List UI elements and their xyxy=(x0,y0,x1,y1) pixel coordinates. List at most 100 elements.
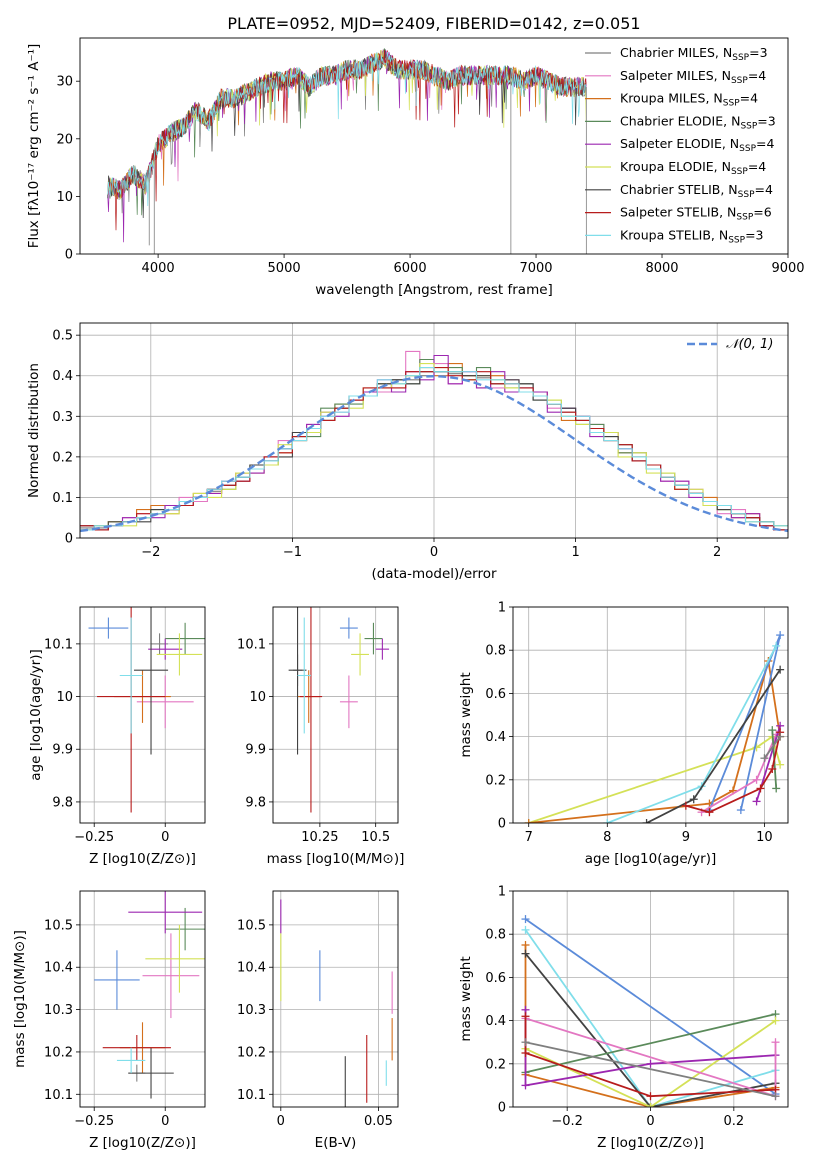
legend-entry: Chabrier ELODIE, NSSP=3 xyxy=(620,113,776,131)
plus-marker xyxy=(521,1012,530,1021)
y-tick-label: 30 xyxy=(56,75,73,90)
errorbar-point xyxy=(94,950,140,1010)
plus-marker xyxy=(752,775,761,784)
panel-residual-hist: 𝒩(0, 1) −2 −1 0 1 2 0 0.1 0.2 0.3 0.4 0.5 (data-mode… xyxy=(26,322,789,582)
hist-series-kroupa-elodie xyxy=(80,363,788,531)
axes-frame xyxy=(79,606,206,824)
plus-marker xyxy=(752,797,761,806)
x-tick-label: 0 xyxy=(161,830,169,845)
y-tick-label: 10 xyxy=(249,690,266,705)
legend-entry: Kroupa MILES, NSSP=4 xyxy=(620,91,758,109)
errorbar-point xyxy=(297,617,311,734)
y-axis-label: mass [log10(M/M⊙)] xyxy=(12,930,28,1068)
legend-entry: Chabrier MILES, NSSP=3 xyxy=(620,45,768,63)
plus-marker xyxy=(521,1049,530,1057)
y-tick-label: 0.6 xyxy=(485,971,506,986)
weight-line-salpeter-stelib xyxy=(524,1016,776,1098)
weight-line-kroupa-miles xyxy=(528,660,781,823)
spectrum-legend: Chabrier MILES, NSSP=3 Salpeter MILES, NS… xyxy=(585,45,776,245)
errorbar-point xyxy=(128,891,203,934)
y-axis-label: mass weight xyxy=(458,956,474,1041)
plus-marker xyxy=(736,806,745,815)
axes-frame xyxy=(272,606,399,824)
y-tick-label: 1 xyxy=(498,601,506,616)
x-tick-label: 2 xyxy=(713,545,721,560)
errorbar-point xyxy=(299,607,323,813)
plus-marker xyxy=(776,631,785,640)
errorbar-point xyxy=(142,933,200,1019)
x-tick-label: 4000 xyxy=(142,261,175,276)
plus-marker xyxy=(646,1059,655,1068)
legend-entry: Kroupa ELODIE, NSSP=4 xyxy=(620,159,766,177)
errorbar-point xyxy=(116,1047,146,1074)
errorbar-point xyxy=(339,675,358,729)
y-tick-label: 9.9 xyxy=(52,743,73,758)
y-axis-label: age [log10(age/yr)] xyxy=(28,649,44,781)
plus-marker xyxy=(776,665,785,674)
plus-marker xyxy=(771,1016,780,1025)
errorbar-point xyxy=(156,633,203,676)
plot-area xyxy=(88,607,205,813)
plus-marker xyxy=(521,1038,530,1047)
plus-marker xyxy=(642,819,651,823)
y-tick-label: 0.3 xyxy=(52,410,73,425)
plot-area: Chabrier MILES, NSSP=3 Salpeter MILES, NS… xyxy=(107,45,776,254)
errorbar-point xyxy=(288,607,307,755)
y-tick-label: 0.2 xyxy=(485,1057,506,1072)
errorbar-point xyxy=(165,907,205,951)
panel-spectrum: Chabrier MILES, NSSP=3 Salpeter MILES, NS… xyxy=(26,37,805,298)
y-tick-label: 0.8 xyxy=(485,928,506,943)
x-tick-label: 10 xyxy=(756,830,773,845)
plus-marker xyxy=(689,795,698,804)
plus-marker xyxy=(776,732,785,741)
y-tick-label: 10.5 xyxy=(237,918,266,933)
axes-frame xyxy=(79,37,789,255)
plus-marker xyxy=(521,1081,530,1090)
axes-frame xyxy=(79,322,789,539)
errorbar-point xyxy=(128,1047,174,1099)
errorbar-point xyxy=(88,617,129,639)
errorbar-point xyxy=(133,607,169,755)
x-tick-label: 7000 xyxy=(519,261,552,276)
plus-marker xyxy=(524,819,533,823)
plus-marker xyxy=(646,1103,655,1107)
y-tick-label: 9.8 xyxy=(52,795,73,810)
x-axis-label: Z [log10(Z/Z⊙)] xyxy=(89,851,196,867)
y-tick-label: 10.1 xyxy=(237,637,266,652)
y-tick-label: 20 xyxy=(56,132,73,147)
y-axis-label: mass weight xyxy=(458,672,474,757)
plus-marker xyxy=(768,765,777,773)
plus-marker xyxy=(603,819,612,823)
errorbar-point xyxy=(148,638,183,660)
x-tick-label: 7 xyxy=(525,830,533,845)
x-axis-label: Z [log10(Z/Z⊙)] xyxy=(89,1135,196,1151)
plot-area xyxy=(280,899,393,1107)
plus-marker xyxy=(521,949,530,958)
y-axis-label: Normed distribution xyxy=(26,363,42,498)
weight-line-blue xyxy=(524,918,777,1095)
x-tick-label: 10.5 xyxy=(361,830,390,845)
y-tick-label: 10.1 xyxy=(44,637,73,652)
errorbar-point xyxy=(375,638,390,660)
x-tick-label: 0 xyxy=(430,545,438,560)
x-tick-label: 9000 xyxy=(771,261,804,276)
plus-marker xyxy=(768,726,777,735)
plot-area: 𝒩(0, 1) xyxy=(80,337,788,533)
panel-age-vs-mass: 10.25 10.5 9.8 9.9 10 10.1 mass [log10(M/M⊙)] xyxy=(237,606,404,867)
plus-marker xyxy=(760,754,769,763)
y-tick-label: 0.4 xyxy=(485,730,506,745)
x-tick-label: 10.25 xyxy=(301,830,338,845)
x-tick-label: 1 xyxy=(571,545,579,560)
errorbar-point xyxy=(119,617,143,734)
legend-entry: Chabrier STELIB, NSSP=4 xyxy=(620,182,773,200)
panel-massweight-vs-age: 7 8 9 10 0 0.2 0.4 0.6 0.8 1 age [log10(age/yr)] ma… xyxy=(458,601,789,867)
x-tick-label: 5000 xyxy=(268,261,301,276)
plot-area xyxy=(288,607,390,813)
x-tick-label: 6000 xyxy=(394,261,427,276)
legend-entry: 𝒩(0, 1) xyxy=(726,337,773,352)
plus-marker xyxy=(705,808,714,817)
x-axis-label: age [log10(age/yr)] xyxy=(585,851,717,867)
axes-frame xyxy=(512,606,789,824)
plus-marker xyxy=(772,784,781,793)
y-tick-label: 0.5 xyxy=(52,329,73,344)
